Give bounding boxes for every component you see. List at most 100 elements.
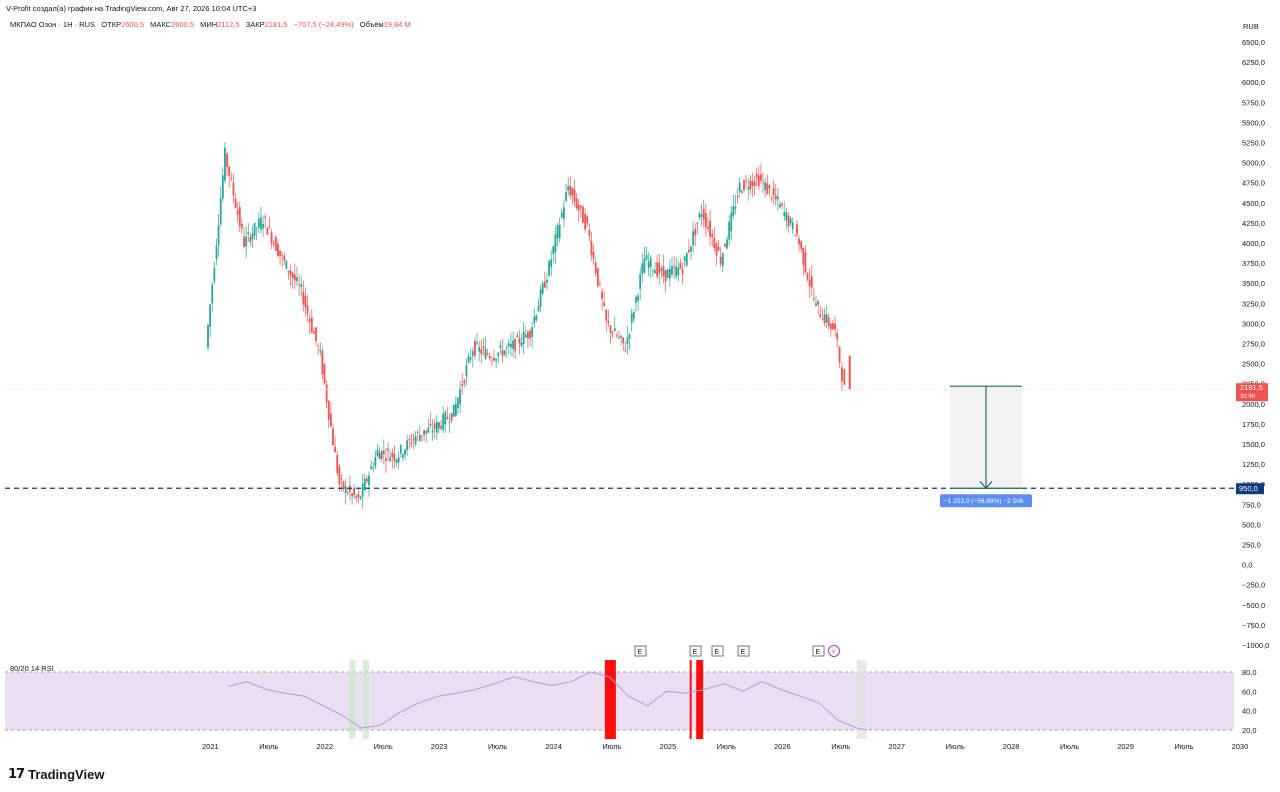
candle: [522, 322, 525, 354]
candle: [677, 261, 680, 282]
candle: [359, 495, 362, 501]
price-tick-label: −750,0: [1242, 621, 1265, 630]
candle: [228, 165, 231, 188]
lightning-icon[interactable]: ⚡: [828, 645, 840, 657]
candle: [641, 253, 644, 283]
time-tick-label: 2024: [545, 742, 562, 751]
candle: [681, 262, 684, 285]
candle: [368, 471, 370, 498]
candle: [298, 274, 300, 296]
candle: [385, 448, 387, 474]
candle: [264, 213, 267, 229]
open-value: 2600,5: [121, 20, 145, 29]
candle: [798, 235, 800, 252]
candle: [753, 175, 756, 196]
candle: [226, 152, 228, 177]
candle: [238, 201, 241, 232]
candle: [459, 380, 462, 413]
earnings-marker[interactable]: E: [737, 645, 750, 657]
candle: [721, 251, 724, 273]
earnings-marker[interactable]: E: [634, 645, 647, 657]
candle: [541, 280, 544, 296]
candle: [679, 258, 682, 270]
candle: [467, 353, 470, 365]
earnings-marker[interactable]: E: [711, 645, 724, 657]
candle: [291, 271, 294, 289]
candle: [734, 194, 737, 215]
rsi-title[interactable]: 80/20 14 RSI: [10, 664, 54, 673]
time-tick-label: 2025: [660, 742, 677, 751]
price-tick-label: 2500,0: [1242, 360, 1265, 369]
price-tick-label: 5000,0: [1242, 159, 1265, 168]
time-tick-label: 2021: [202, 742, 219, 751]
candle: [268, 217, 271, 230]
time-tick-label: Июль: [946, 742, 965, 751]
candle: [293, 263, 296, 289]
candle: [834, 316, 836, 337]
price-axis[interactable]: 6500,0 6250,0 6000,0 5750,0 5500,0 5250,0 5000…: [1242, 38, 1269, 650]
candle: [836, 328, 839, 348]
candle: [575, 192, 578, 211]
candle: [596, 267, 599, 289]
svg-text:950,0: 950,0: [1239, 484, 1258, 493]
candle: [584, 208, 586, 233]
candle: [749, 174, 752, 194]
candle: [393, 445, 396, 470]
candle: [457, 396, 459, 415]
price-unit[interactable]: RUB: [1243, 22, 1259, 31]
candle: [774, 184, 777, 206]
candle: [806, 271, 809, 282]
price-tick-label: 4250,0: [1242, 219, 1265, 228]
candle: [810, 265, 813, 297]
candle: [336, 450, 339, 476]
candle: [421, 435, 423, 442]
candle: [537, 299, 540, 312]
candle: [215, 238, 218, 266]
rsi-highlight-bar: [696, 660, 704, 739]
candle: [651, 268, 654, 277]
candle: [838, 345, 841, 368]
candle: [234, 193, 237, 209]
candle: [327, 400, 330, 429]
price-range-measure[interactable]: −1 253,0 (−56,68%) −2 506: [940, 385, 1032, 508]
price-tick-label: 3000,0: [1242, 319, 1265, 328]
candle: [800, 240, 803, 253]
price-tick-label: 1500,0: [1242, 440, 1265, 449]
volume-value: 19,84 M: [383, 20, 411, 29]
candle: [433, 418, 436, 439]
candle: [505, 344, 508, 358]
candle: [262, 215, 264, 237]
svg-text:E: E: [816, 649, 821, 656]
candle: [414, 430, 417, 447]
candle: [592, 243, 595, 266]
price-tick-label: 250,0: [1242, 541, 1261, 550]
earnings-marker[interactable]: E: [812, 645, 825, 657]
candle: [503, 349, 506, 357]
candle: [582, 205, 584, 223]
candle: [257, 211, 260, 234]
candle: [688, 238, 690, 254]
time-tick-label: Июль: [374, 742, 393, 751]
price-series[interactable]: [207, 142, 851, 508]
rsi-tick-label: 20,0: [1242, 726, 1257, 735]
candle: [461, 373, 464, 395]
candle: [656, 254, 659, 279]
candle: [480, 339, 483, 364]
candle: [732, 194, 735, 219]
candle: [448, 413, 451, 433]
candle: [751, 172, 754, 197]
candle: [618, 330, 620, 340]
symbol-label[interactable]: МКПАО Озон · 1Н · RUS: [10, 20, 96, 29]
time-axis[interactable]: 2021 Июль 2022 Июль 2023 Июль 2024 Июль 2025 Июль…: [202, 742, 1248, 751]
candle: [791, 217, 794, 234]
candle: [531, 321, 534, 348]
candle: [289, 264, 292, 287]
candle: [658, 254, 661, 285]
earnings-marker[interactable]: E: [689, 645, 702, 657]
candle: [639, 267, 642, 301]
price-tick-label: 0,0: [1242, 561, 1252, 570]
candle: [230, 172, 233, 182]
candle: [812, 288, 815, 302]
